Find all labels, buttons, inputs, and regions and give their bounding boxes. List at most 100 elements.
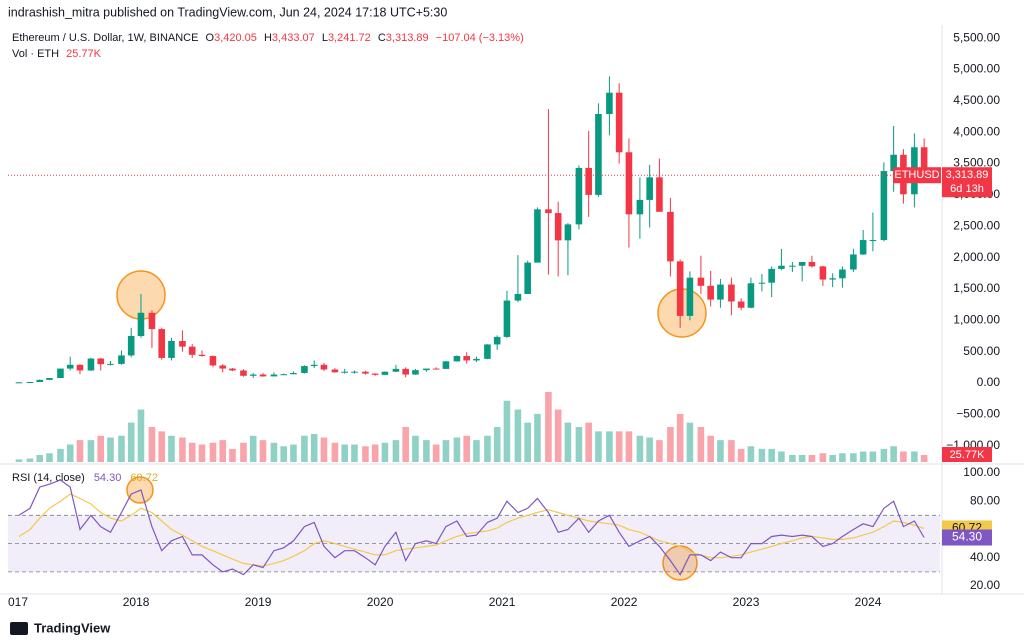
candle-body <box>656 177 663 212</box>
y-tick-label: 5,000.00 <box>953 62 1000 76</box>
volume-bar <box>564 422 572 462</box>
candle-body <box>148 312 156 330</box>
candle-body <box>66 364 74 369</box>
candle-body <box>249 374 257 376</box>
candle-body <box>514 293 522 301</box>
candle-body <box>412 370 419 375</box>
rsi-ma-line <box>18 493 925 567</box>
volume-bar <box>240 442 247 462</box>
volume-bar <box>209 442 217 462</box>
candle-body <box>432 368 440 370</box>
candle-body <box>778 265 785 269</box>
candle-body <box>503 300 511 337</box>
candle-body <box>575 167 583 225</box>
candle-body <box>493 336 501 345</box>
symbol-tag-text: ETHUSD <box>894 169 939 181</box>
volume-bar <box>259 440 267 462</box>
symbol-tag <box>893 167 941 184</box>
volume-bar <box>707 435 714 462</box>
volume-bar <box>585 422 592 462</box>
volume-bar <box>920 455 928 462</box>
volume-bar <box>290 444 297 462</box>
volume-bar <box>717 440 724 462</box>
volume-bar <box>341 444 348 462</box>
volume-bar <box>534 413 541 462</box>
candle-body <box>606 92 613 115</box>
candle-body <box>564 224 572 241</box>
candle-body <box>188 346 196 355</box>
candle-body <box>381 371 389 375</box>
volume-bar <box>137 409 145 462</box>
volume-bar <box>381 442 389 462</box>
volume-legend: Vol · ETH 25.77K <box>12 48 102 60</box>
volume-bar <box>778 451 785 462</box>
x-tick-label: 2023 <box>733 595 760 609</box>
x-tick-label: 2021 <box>489 595 516 609</box>
volume-bar <box>442 440 450 462</box>
y-tick-label: 2,000.00 <box>953 250 1000 264</box>
volume-bar <box>362 446 369 462</box>
candle-body <box>87 358 95 371</box>
candle-body <box>179 340 186 347</box>
candle-body <box>362 371 369 374</box>
volume-bar <box>554 409 562 462</box>
candle-body <box>808 261 816 267</box>
volume-bar <box>686 422 694 462</box>
volume-bar <box>331 442 339 462</box>
volume-bar <box>219 440 226 462</box>
volume-bar <box>249 435 257 462</box>
candle-body <box>76 364 84 371</box>
volume-bar <box>87 440 95 462</box>
volume-bar <box>789 455 796 462</box>
candle-body <box>310 364 318 367</box>
volume-value: 25.77K <box>66 48 102 60</box>
volume-bar <box>432 444 440 462</box>
candle-body <box>636 199 644 215</box>
candle-body <box>798 261 806 266</box>
candle-body <box>229 368 236 371</box>
candle-body <box>585 167 592 195</box>
candle-body <box>545 209 552 214</box>
y-tick-label: 500.00 <box>963 344 1000 358</box>
candle-body <box>534 209 541 263</box>
candle-body <box>259 374 267 377</box>
candle-body <box>747 283 755 308</box>
candle-body <box>859 240 867 255</box>
brand-logo <box>10 622 28 635</box>
volume-bar <box>301 435 308 462</box>
candle-body <box>615 92 623 153</box>
candle-body <box>26 381 34 383</box>
candle-body <box>484 344 491 359</box>
y-tick-label: 4,500.00 <box>953 93 1000 107</box>
volume-bar <box>514 409 522 462</box>
volume-bar <box>107 437 114 462</box>
volume-bar <box>158 431 166 462</box>
candle-body <box>371 373 379 375</box>
candle-body <box>819 266 827 280</box>
rsi-tag <box>942 529 992 546</box>
candle-body <box>463 356 470 361</box>
candle-body <box>320 364 328 370</box>
volume-bar <box>484 435 491 462</box>
volume-bar <box>798 455 806 462</box>
candle-body <box>15 382 23 384</box>
volume-bar <box>819 453 827 462</box>
candle-body <box>158 329 166 358</box>
candle-body <box>57 368 64 379</box>
rsi-tick-label: 100.00 <box>963 465 1000 479</box>
candle-body <box>270 374 278 377</box>
candle-body <box>240 370 247 376</box>
volume-bar <box>758 448 766 462</box>
y-tick-label: 1,500.00 <box>953 281 1000 295</box>
volume-bar <box>26 458 34 462</box>
candle-body <box>280 374 287 376</box>
candle-body <box>127 335 135 356</box>
volume-bar <box>15 459 23 462</box>
volume-bar <box>839 453 846 462</box>
ohlc-key: C <box>378 32 386 44</box>
volume-bar <box>747 446 755 462</box>
candle-body <box>667 211 674 262</box>
candle-body <box>758 282 766 284</box>
volume-bar <box>900 451 907 462</box>
candle-body <box>850 254 857 270</box>
